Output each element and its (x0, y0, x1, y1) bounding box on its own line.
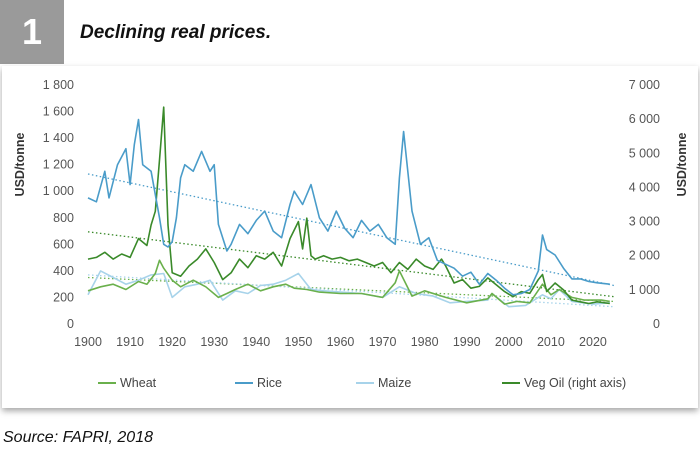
x-tick-label: 1930 (200, 335, 228, 349)
y-tick-label: 1 400 (43, 131, 74, 145)
figure-number-badge: 1 (0, 0, 64, 64)
y2-tick-label: 7 000 (629, 78, 660, 92)
y2-tick-label: 0 (653, 317, 660, 331)
y-tick-label: 1 600 (43, 105, 74, 119)
x-tick-label: 1990 (453, 335, 481, 349)
y-tick-label: 0 (67, 317, 74, 331)
x-tick-label: 2010 (537, 335, 565, 349)
figure-header: 1 Declining real prices. (0, 0, 700, 66)
vegoil-series-line (87, 106, 610, 305)
x-tick-label: 2000 (495, 335, 523, 349)
y2-tick-label: 6 000 (629, 112, 660, 126)
y-tick-label: 1 800 (43, 78, 74, 92)
rice-legend-label: Rice (257, 376, 282, 390)
y-tick-label: 600 (53, 237, 74, 251)
chart-panel: 0 200 400 600 800 1 000 1 200 1 400 1 600 1 800 0 1… (2, 66, 698, 408)
y-tick-label: 800 (53, 211, 74, 225)
maize-series-line (87, 270, 610, 308)
vegoil-trend-line (87, 231, 615, 298)
y2-tick-label: 2 000 (629, 249, 660, 263)
x-tick-label: 1960 (327, 335, 355, 349)
wheat-legend-label: Wheat (120, 376, 157, 390)
x-tick-label: 1940 (242, 335, 270, 349)
source-note: Source: FAPRI, 2018 (3, 429, 153, 446)
figure-title: Declining real prices. (80, 22, 272, 43)
wheat-series-line (87, 259, 610, 305)
rice-series-line (87, 118, 610, 296)
y-tick-label: 200 (53, 290, 74, 304)
x-tick-label: 1910 (116, 335, 144, 349)
x-tick-label: 1920 (158, 335, 186, 349)
y-axis-title: USD/tonne (13, 133, 27, 197)
y2-tick-label: 1 000 (629, 283, 660, 297)
y-tick-label: 400 (53, 264, 74, 278)
x-tick-label: 1970 (369, 335, 397, 349)
x-tick-label: 1980 (411, 335, 439, 349)
x-tick-label: 1950 (284, 335, 312, 349)
x-tick-label: 1900 (74, 335, 102, 349)
rice-trend-line (87, 173, 615, 287)
y-tick-label: 1 000 (43, 184, 74, 198)
maize-legend-label: Maize (378, 376, 411, 390)
y2-tick-label: 4 000 (629, 180, 660, 194)
y2-tick-label: 5 000 (629, 146, 660, 160)
y2-axis-title: USD/tonne (675, 133, 689, 197)
x-tick-label: 2020 (579, 335, 607, 349)
y2-tick-label: 3 000 (629, 215, 660, 229)
vegoil-legend-label: Veg Oil (right axis) (524, 376, 626, 390)
y-tick-label: 1 200 (43, 158, 74, 172)
